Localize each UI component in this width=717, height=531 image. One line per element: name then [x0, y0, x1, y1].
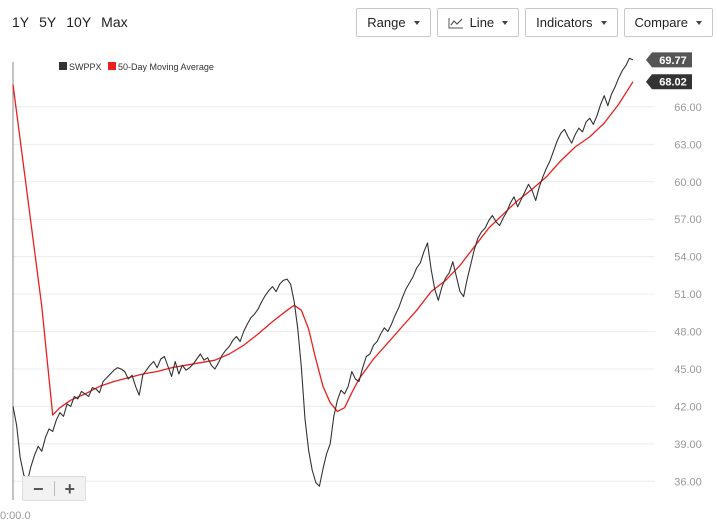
y-tick-label: 60.00: [674, 177, 702, 189]
range-tab-1y[interactable]: 1Y: [12, 14, 30, 30]
last-value-badges: 69.77 68.02: [646, 52, 692, 90]
chart-type-dropdown-button[interactable]: Line: [436, 8, 520, 37]
chevron-down-icon: [502, 20, 509, 25]
last-value-label: 68.02: [659, 77, 687, 89]
y-tick-label: 63.00: [674, 139, 702, 151]
y-tick-label: 42.00: [674, 401, 702, 413]
x-axis-first-tick-label: 0:00.0: [0, 510, 31, 522]
y-tick-label: 48.00: [674, 327, 702, 339]
y-tick-label: 45.00: [674, 364, 702, 376]
zoom-out-button[interactable]: −: [32, 478, 44, 499]
compare-dropdown-label: Compare: [634, 15, 688, 30]
range-tab-max[interactable]: Max: [101, 14, 128, 30]
zoom-divider: [53, 481, 55, 496]
legend-swatch-ma: [108, 62, 116, 70]
chart-toolbar: Range Line Indicators Compare: [356, 8, 713, 37]
range-tabs: 1Y 5Y 10Y Max: [12, 12, 133, 32]
last-value-label: 69.77: [659, 55, 687, 67]
chevron-down-icon: [413, 20, 420, 25]
chart-type-dropdown-label: Line: [469, 15, 495, 30]
series-layer: [12, 57, 634, 487]
y-tick-label: 39.00: [674, 439, 702, 451]
y-tick-label: 51.00: [674, 289, 702, 301]
y-tick-label: 66.00: [674, 102, 702, 114]
chevron-down-icon: [696, 20, 702, 25]
legend-swatch-swppx: [59, 62, 67, 70]
zoom-control: − +: [22, 476, 86, 501]
line-chart-icon: [448, 17, 463, 28]
y-tick-label: 57.00: [674, 214, 702, 226]
y-tick-label: 54.00: [674, 252, 702, 264]
last-value-badge-swppx: 69.77: [646, 52, 692, 68]
compare-dropdown-button[interactable]: Compare: [623, 8, 713, 37]
range-dropdown-button[interactable]: Range: [356, 8, 431, 37]
chevron-down-icon: [600, 20, 607, 25]
legend: SWPPX 50-Day Moving Average: [59, 62, 214, 72]
indicators-dropdown-label: Indicators: [536, 15, 593, 30]
series-line-swppx: [12, 57, 634, 487]
range-tab-5y[interactable]: 5Y: [39, 14, 57, 30]
legend-label-ma: 50-Day Moving Average: [118, 62, 214, 72]
y-tick-label: 36.00: [674, 476, 702, 488]
last-value-badge-ma: 68.02: [646, 74, 692, 90]
range-tab-10y[interactable]: 10Y: [66, 14, 92, 30]
range-dropdown-label: Range: [367, 15, 406, 30]
indicators-dropdown-button[interactable]: Indicators: [525, 8, 618, 37]
y-axis-tick-labels: 66.00 63.00 60.00 57.00 54.00 51.00 48.00 45.00…: [674, 102, 702, 488]
series-line-50-day-ma: [12, 81, 634, 416]
legend-label-swppx: SWPPX: [69, 62, 102, 72]
zoom-in-button[interactable]: +: [64, 478, 75, 499]
